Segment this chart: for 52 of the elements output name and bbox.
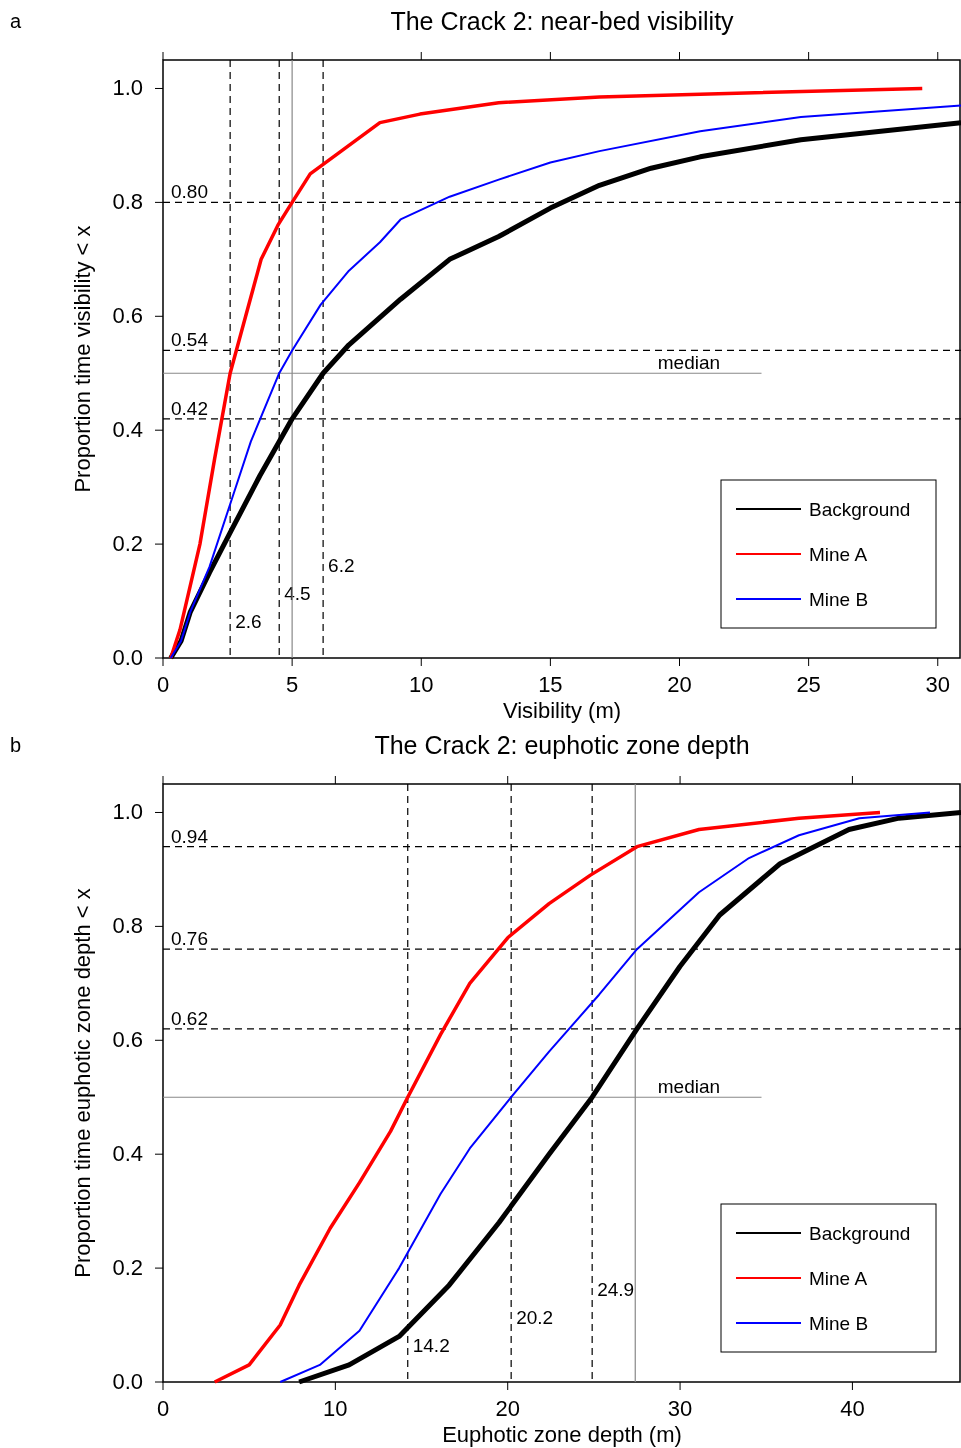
- x-tick-label: 10: [409, 672, 434, 697]
- x-tick-label: 0: [156, 1396, 170, 1421]
- x-tick-label: 30: [667, 1396, 693, 1421]
- ref-line-label: 4.5: [284, 583, 311, 604]
- x-tick-label: 0: [156, 672, 170, 697]
- text: a: [10, 10, 22, 32]
- x-axis-title: Visibility (m): [502, 698, 622, 723]
- x-tick-label: 25: [796, 672, 821, 697]
- chart-title: The Crack 2: near-bed visibility: [390, 7, 735, 35]
- x-tick-label: 30: [925, 672, 950, 697]
- y-tick-label: 0.4: [112, 1141, 143, 1167]
- y-tick-label: 0.6: [112, 1027, 143, 1053]
- y-tick-label: 0.6: [112, 303, 143, 329]
- text: b: [10, 734, 22, 756]
- y-tick-label: 1.0: [112, 799, 143, 825]
- legend-label: Background: [809, 1223, 911, 1244]
- chart-title: The Crack 2: euphotic zone depth: [374, 731, 750, 759]
- y-tick-label: 0.0: [112, 645, 143, 670]
- x-tick-label: 10: [323, 1396, 348, 1421]
- y-tick-label: 0.2: [112, 531, 143, 557]
- legend-label: Mine A: [809, 1268, 868, 1289]
- ref-line-label: 2.6: [235, 611, 262, 632]
- ref-line-label: median: [657, 352, 721, 374]
- x-tick-label: 5: [286, 672, 299, 697]
- y-tick-label: 0.8: [112, 913, 143, 939]
- ref-line-label: 0.62: [171, 1007, 208, 1029]
- x-tick-label: 40: [840, 1396, 865, 1421]
- x-tick-label: 20: [495, 1396, 520, 1421]
- ref-line-label: 20.2: [516, 1307, 554, 1328]
- x-axis-title: Euphotic zone depth (m): [442, 1422, 682, 1447]
- ref-line-label: 0.54: [171, 329, 209, 351]
- ref-line-label: 6.2: [328, 555, 355, 576]
- ref-line-label: 0.80: [171, 181, 208, 203]
- ref-line-label: 14.2: [412, 1335, 450, 1356]
- legend-label: Mine A: [809, 544, 868, 565]
- legend-label: Mine B: [809, 589, 869, 610]
- ref-line-label: 24.9: [597, 1279, 635, 1300]
- y-axis-title: Proportion time euphotic zone depth < x: [70, 888, 95, 1278]
- y-tick-label: 0.0: [112, 1369, 143, 1394]
- legend-label: Mine B: [809, 1313, 869, 1334]
- y-tick-label: 0.2: [112, 1255, 143, 1281]
- y-tick-label: 0.8: [112, 189, 143, 215]
- y-tick-label: 0.4: [112, 417, 143, 443]
- y-axis-title: Proportion time visibility < x: [70, 225, 95, 493]
- ref-line-label: 0.76: [171, 928, 208, 950]
- ref-line-label: 0.42: [171, 397, 208, 419]
- y-tick-label: 1.0: [112, 75, 143, 101]
- ref-line-label: 0.94: [171, 825, 209, 847]
- ref-line-label: median: [657, 1076, 721, 1098]
- x-tick-label: 15: [538, 672, 563, 697]
- x-tick-label: 20: [667, 672, 692, 697]
- legend-label: Background: [809, 499, 911, 520]
